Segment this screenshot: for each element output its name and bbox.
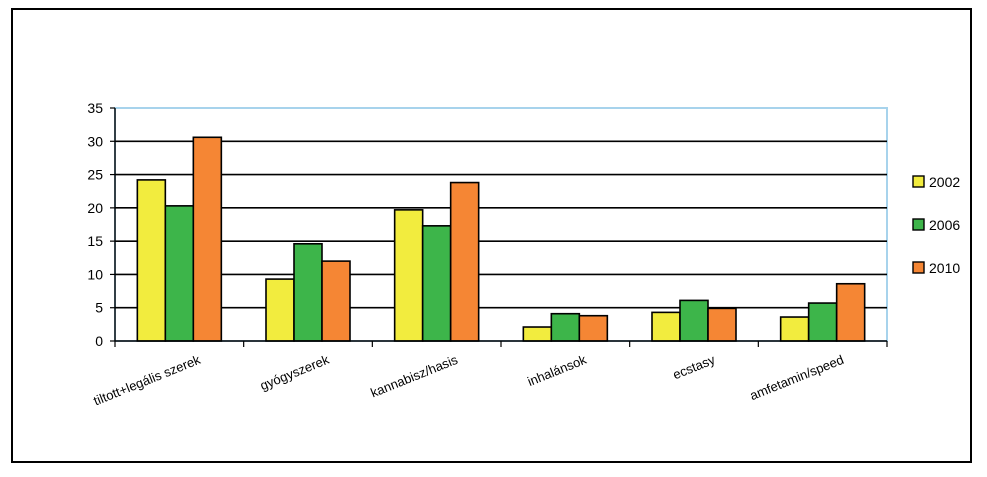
legend-label-2010: 2010 — [929, 260, 960, 276]
y-tick-label: 5 — [95, 300, 103, 316]
x-tick-labels: tiltott+legális szerek gyógyszerek kannabi… — [91, 352, 845, 409]
legend-label-2006: 2006 — [929, 217, 960, 233]
plot-area — [114, 107, 888, 342]
bar-2010-4 — [707, 307, 737, 342]
y-tick-label: 15 — [87, 233, 103, 249]
bar-2002-2 — [393, 209, 424, 342]
y-tick-label: 10 — [87, 266, 103, 282]
y-tick-labels: 0 5 10 15 20 25 30 35 — [87, 100, 103, 349]
bar-2006-2 — [421, 225, 452, 342]
legend-swatch-2002 — [912, 175, 925, 188]
legend-label-2002: 2002 — [929, 174, 960, 190]
bar-2006-0 — [164, 205, 195, 342]
gridlines — [115, 140, 887, 309]
x-tick-label: amfetamin/speed — [748, 352, 846, 403]
plot-background — [114, 107, 888, 342]
x-tick-label: gyógyszerek — [258, 352, 332, 393]
x-tick-label: tiltott+legális szerek — [91, 352, 203, 409]
axes — [110, 107, 888, 347]
x-tick-label: ecstasy — [671, 352, 718, 383]
x-tick-label: kannabisz/hasis — [368, 352, 460, 401]
bar-2002-0 — [136, 179, 167, 342]
bar-2002-4 — [651, 311, 681, 342]
y-tick-label: 25 — [87, 167, 103, 183]
bar-2006-3 — [550, 312, 581, 342]
legend-swatch-2010 — [912, 261, 925, 274]
x-tick-label: inhalánsok — [525, 352, 589, 389]
bar-2010-5 — [835, 282, 866, 342]
bar-2002-3 — [522, 326, 553, 342]
chart-frame — [11, 8, 972, 463]
bar-2010-1 — [321, 260, 351, 342]
bar-2010-3 — [578, 314, 609, 342]
bar-2006-5 — [807, 302, 838, 342]
bars — [136, 136, 866, 342]
bar-2002-1 — [265, 278, 295, 342]
bar-2006-1 — [293, 243, 323, 342]
bar-2002-5 — [779, 316, 810, 342]
y-tick-label: 30 — [87, 133, 103, 149]
y-tick-label: 35 — [87, 100, 103, 116]
y-tick-label: 20 — [87, 200, 103, 216]
y-tick-label: 0 — [95, 333, 103, 349]
bar-2006-4 — [679, 299, 709, 342]
bar-2010-0 — [192, 136, 223, 342]
legend-swatch-2006 — [912, 218, 925, 231]
legend: 2002 2006 2010 — [912, 174, 960, 276]
bar-2010-2 — [449, 181, 480, 342]
